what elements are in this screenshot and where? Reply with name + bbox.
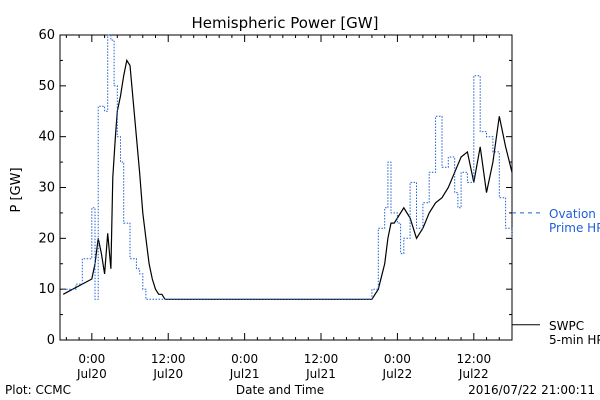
- legend-label: Ovation: [549, 207, 596, 221]
- y-tick-label: 0: [47, 333, 55, 348]
- x-tick-label-time: 0:00: [78, 352, 105, 366]
- x-tick-label-time: 12:00: [457, 352, 492, 366]
- chart-title: Hemispheric Power [GW]: [192, 14, 379, 32]
- axes-ticks: 01020304050600:00Jul2012:00Jul200:00Jul2…: [38, 28, 513, 381]
- plot-area: [59, 34, 513, 341]
- x-tick-label-date: Jul22: [382, 367, 413, 381]
- x-tick-label-date: Jul21: [229, 367, 260, 381]
- y-tick-label: 10: [38, 282, 55, 297]
- legend-label: Prime HPI: [549, 221, 600, 235]
- series-lines: [62, 34, 513, 300]
- x-tick-label-date: Jul20: [152, 367, 183, 381]
- series-line-ovation-prime: [63, 34, 513, 300]
- y-tick-label: 60: [38, 28, 55, 43]
- x-tick-label-time: 12:00: [304, 352, 339, 366]
- y-axis-label: P [GW]: [9, 167, 24, 212]
- footer-plot-credit: Plot: CCMC: [5, 383, 71, 397]
- x-tick-label-time: 0:00: [231, 352, 258, 366]
- legend-label: SWPC: [549, 319, 584, 333]
- x-tick-label-date: Jul20: [76, 367, 107, 381]
- footer-timestamp: 2016/07/22 21:00:11: [468, 383, 595, 397]
- x-tick-label-time: 12:00: [151, 352, 186, 366]
- y-tick-label: 30: [38, 181, 55, 196]
- legend-label: 5-min HPI: [549, 333, 600, 347]
- x-tick-label-date: Jul22: [458, 367, 489, 381]
- y-tick-label: 40: [38, 130, 55, 145]
- x-tick-label-time: 0:00: [384, 352, 411, 366]
- series-line-swpc: [62, 58, 513, 300]
- x-tick-label-date: Jul21: [305, 367, 336, 381]
- x-axis-label: Date and Time: [236, 383, 324, 397]
- y-tick-label: 50: [38, 79, 55, 94]
- y-tick-label: 20: [38, 231, 55, 246]
